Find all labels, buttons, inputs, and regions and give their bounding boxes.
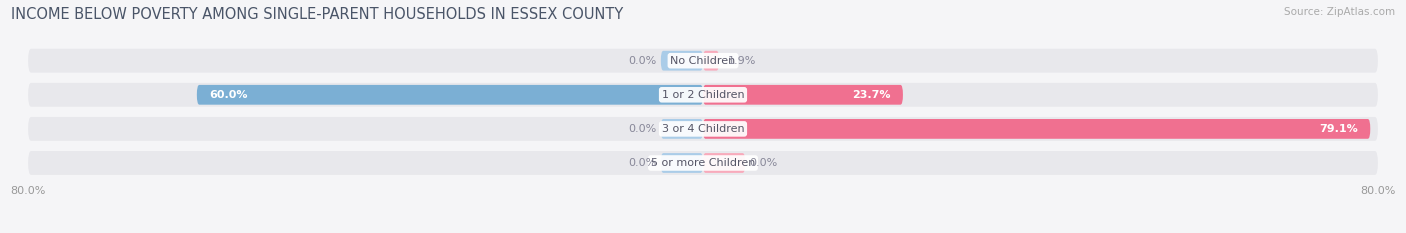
Text: INCOME BELOW POVERTY AMONG SINGLE-PARENT HOUSEHOLDS IN ESSEX COUNTY: INCOME BELOW POVERTY AMONG SINGLE-PARENT…	[11, 7, 623, 22]
FancyBboxPatch shape	[703, 153, 745, 173]
Text: 3 or 4 Children: 3 or 4 Children	[662, 124, 744, 134]
FancyBboxPatch shape	[703, 119, 1371, 139]
FancyBboxPatch shape	[28, 151, 1378, 175]
Text: 79.1%: 79.1%	[1319, 124, 1358, 134]
Text: 60.0%: 60.0%	[209, 90, 247, 100]
Text: 0.0%: 0.0%	[749, 158, 778, 168]
Text: Source: ZipAtlas.com: Source: ZipAtlas.com	[1284, 7, 1395, 17]
FancyBboxPatch shape	[28, 49, 1378, 73]
Text: 1 or 2 Children: 1 or 2 Children	[662, 90, 744, 100]
FancyBboxPatch shape	[703, 51, 718, 71]
Text: 0.0%: 0.0%	[628, 124, 657, 134]
Text: No Children: No Children	[671, 56, 735, 66]
FancyBboxPatch shape	[703, 85, 903, 105]
Text: 5 or more Children: 5 or more Children	[651, 158, 755, 168]
Text: 1.9%: 1.9%	[727, 56, 756, 66]
FancyBboxPatch shape	[661, 119, 703, 139]
Text: 0.0%: 0.0%	[628, 158, 657, 168]
Text: 23.7%: 23.7%	[852, 90, 890, 100]
FancyBboxPatch shape	[661, 153, 703, 173]
FancyBboxPatch shape	[661, 51, 703, 71]
FancyBboxPatch shape	[197, 85, 703, 105]
FancyBboxPatch shape	[28, 83, 1378, 107]
FancyBboxPatch shape	[28, 117, 1378, 141]
Text: 0.0%: 0.0%	[628, 56, 657, 66]
